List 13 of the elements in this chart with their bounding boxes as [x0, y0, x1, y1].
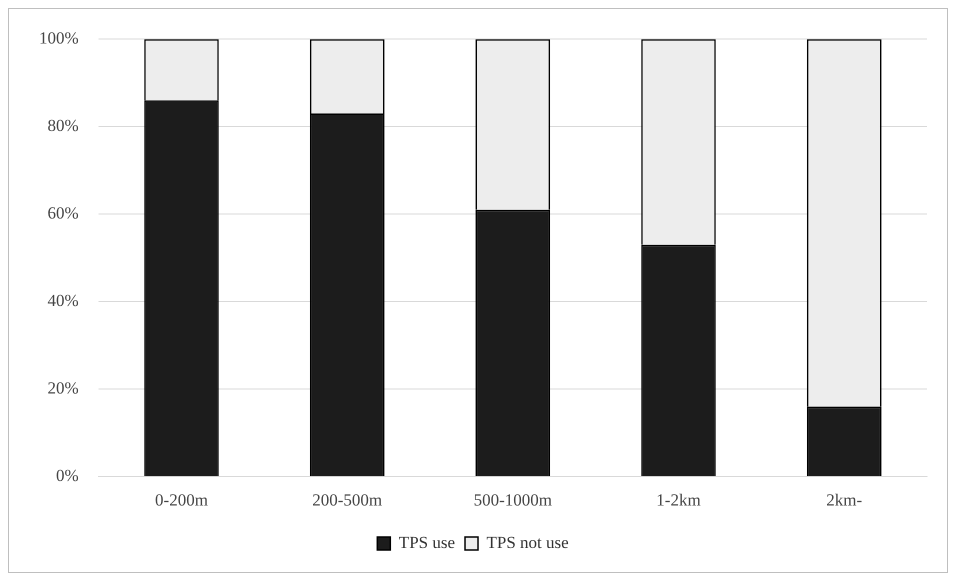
y-tick-label: 40% [47, 291, 79, 310]
legend-label: TPS use [398, 532, 456, 552]
x-tick-label: 500-1000m [474, 490, 552, 510]
y-tick-label: 100% [38, 28, 79, 48]
y-tick-label: 20% [47, 378, 79, 398]
legend-label: TPS not use [486, 532, 569, 552]
y-tick-label: 0% [56, 466, 79, 486]
y-tick-label: 80% [47, 116, 79, 136]
x-tick-label: 2km- [826, 490, 862, 510]
x-tick-label: 0-200m [155, 490, 208, 510]
y-tick-label: 60% [47, 204, 79, 223]
x-tick-label: 200-500m [312, 490, 382, 510]
x-tick-label: 1-2km [656, 490, 701, 510]
